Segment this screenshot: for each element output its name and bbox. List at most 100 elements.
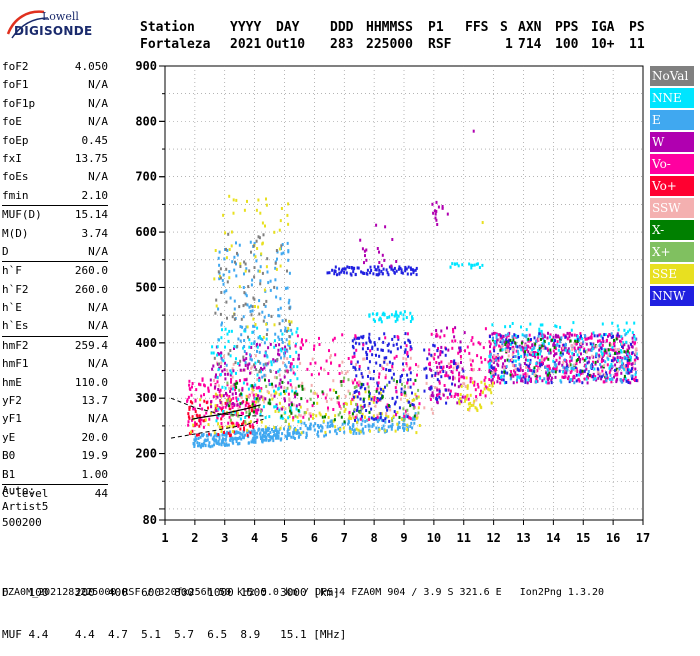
echo-point — [618, 367, 621, 371]
echo-point — [513, 369, 515, 373]
echo-point — [406, 423, 409, 427]
echo-point — [257, 235, 260, 239]
echo-point — [627, 371, 629, 375]
echo-point — [625, 350, 627, 354]
echo-point — [303, 387, 306, 391]
echo-point — [397, 314, 400, 318]
echo-point — [274, 261, 277, 265]
echo-point — [472, 403, 475, 407]
echo-point — [300, 431, 303, 435]
echo-point — [467, 402, 470, 406]
echo-point — [288, 346, 291, 350]
echo-point — [390, 267, 393, 271]
echo-point — [570, 328, 573, 332]
echo-point — [502, 334, 505, 338]
echo-point — [529, 346, 532, 350]
echo-point — [215, 419, 218, 423]
echo-point — [209, 403, 212, 407]
header-label: PS — [629, 20, 645, 35]
echo-point — [223, 431, 225, 434]
echo-point — [583, 347, 586, 351]
echo-point — [406, 350, 409, 354]
echo-point — [297, 409, 300, 413]
echo-point — [576, 338, 579, 342]
echo-point — [533, 366, 536, 370]
echo-point — [398, 426, 401, 429]
echo-point — [505, 365, 508, 369]
echo-point — [236, 411, 239, 415]
echo-point — [613, 340, 616, 344]
echo-point — [258, 378, 261, 382]
echo-point — [261, 428, 264, 432]
echo-point — [564, 375, 567, 379]
echo-point — [623, 355, 626, 359]
echo-point — [310, 373, 313, 377]
echo-point — [260, 428, 263, 432]
echo-point — [547, 342, 550, 346]
echo-point — [358, 367, 361, 371]
echo-point — [356, 408, 359, 412]
legend-entry: X- — [650, 220, 694, 240]
echo-point — [227, 397, 230, 401]
echo-point — [332, 379, 335, 383]
echo-point — [395, 382, 398, 386]
echo-point — [384, 358, 387, 362]
muf-row: MUF 4.4 4.4 4.7 5.1 5.7 6.5 8.9 15.1 [MH… — [2, 628, 353, 641]
echo-point — [606, 363, 609, 367]
echo-point — [232, 198, 235, 202]
echo-point — [395, 413, 398, 417]
echo-point — [219, 267, 222, 271]
echo-point — [614, 349, 617, 353]
echo-point — [522, 350, 525, 354]
echo-point — [222, 213, 225, 217]
echo-point — [335, 432, 338, 436]
echo-point — [265, 430, 268, 434]
echo-point — [281, 407, 284, 411]
echo-point — [207, 406, 209, 410]
echo-point — [511, 335, 514, 339]
echo-point — [538, 359, 541, 362]
echo-point — [615, 380, 618, 384]
echo-point — [199, 444, 202, 448]
echo-point — [199, 417, 202, 421]
echo-point — [521, 348, 524, 352]
echo-point — [217, 422, 220, 426]
echo-point — [490, 379, 493, 383]
echo-point — [298, 403, 301, 407]
echo-point — [392, 268, 395, 272]
echo-point — [409, 425, 412, 428]
echo-point — [384, 336, 387, 340]
echo-point — [263, 366, 266, 370]
echo-point — [526, 358, 529, 362]
echo-point — [617, 328, 620, 332]
echo-point — [402, 416, 405, 420]
echo-point — [501, 365, 504, 369]
echo-point — [409, 320, 412, 323]
echo-point — [454, 383, 456, 387]
legend-entry: X+ — [650, 242, 694, 262]
echo-point — [499, 348, 502, 352]
echo-point — [218, 352, 220, 356]
echo-point — [288, 342, 291, 346]
echo-point — [592, 360, 594, 364]
echo-point — [547, 348, 549, 352]
echo-point — [403, 341, 406, 345]
echo-point — [312, 391, 315, 395]
echo-point — [361, 374, 364, 377]
echo-point — [372, 400, 375, 404]
echo-point — [501, 341, 504, 345]
echo-point — [234, 382, 237, 386]
echo-point — [585, 377, 588, 381]
echo-point — [402, 412, 405, 416]
x-tick-label: 15 — [576, 531, 590, 545]
echo-cluster — [489, 332, 637, 385]
echo-point — [404, 384, 406, 388]
echo-point — [621, 344, 623, 348]
echo-point — [256, 394, 259, 398]
echo-point — [393, 266, 396, 270]
echo-point — [220, 422, 223, 425]
echo-point — [213, 356, 216, 360]
echo-point — [608, 371, 611, 375]
echo-point — [279, 306, 282, 310]
echo-point — [629, 381, 632, 385]
